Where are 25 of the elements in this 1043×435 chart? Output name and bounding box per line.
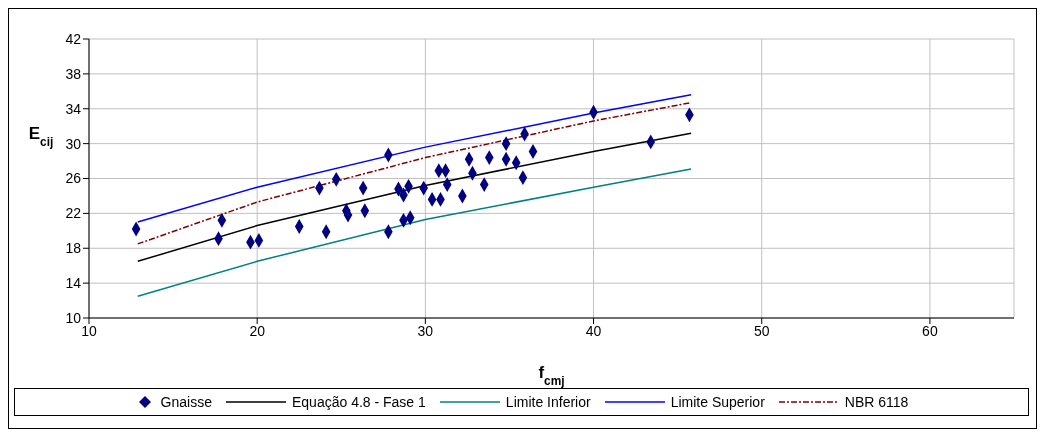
- x-tick-label: 20: [249, 322, 266, 339]
- y-tick-label: 34: [65, 100, 82, 117]
- y-tick-label: 38: [65, 65, 82, 82]
- x-axis-title: f$_{cmj}$: [538, 363, 565, 388]
- legend-label: Limite Superior: [670, 394, 765, 410]
- y-axis-title: E$_{cij}$: [28, 124, 54, 149]
- x-tick-label: 50: [753, 322, 770, 339]
- y-tick-label: 26: [65, 170, 82, 187]
- legend-label: Limite Inferior: [505, 394, 591, 410]
- line-series: [137, 168, 692, 297]
- y-tick-label: 42: [65, 30, 82, 47]
- legend-label: Gnaisse: [160, 394, 212, 410]
- y-tick-label: 10: [65, 309, 82, 326]
- x-tick-label: 60: [922, 322, 938, 339]
- line-series: [137, 101, 692, 245]
- x-tick-label: 10: [81, 322, 97, 339]
- y-tick-label: 14: [65, 275, 82, 292]
- x-tick-label: 40: [585, 322, 602, 339]
- line-series: [137, 132, 692, 263]
- x-tick-label: 30: [417, 322, 434, 339]
- legend-label: Equação 4.8 - Fase 1: [291, 394, 426, 410]
- y-tick-label: 18: [65, 240, 82, 257]
- y-tick-label: 22: [65, 205, 82, 222]
- legend-label: NBR 6118: [844, 394, 909, 410]
- y-tick-label: 30: [65, 135, 82, 152]
